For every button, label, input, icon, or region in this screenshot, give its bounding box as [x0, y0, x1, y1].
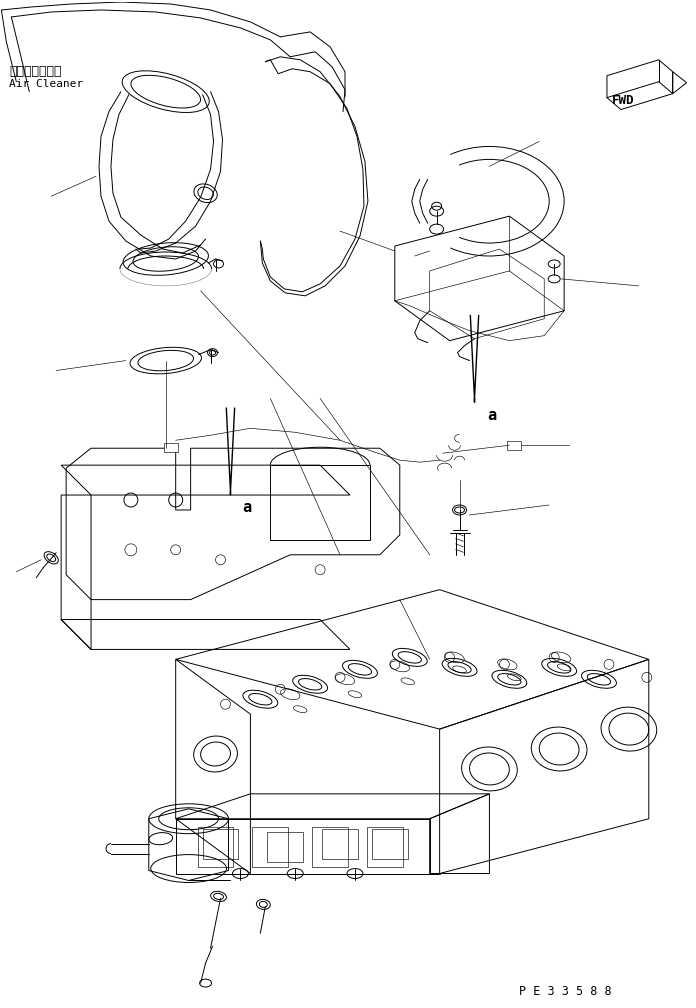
Bar — [267, 832, 303, 862]
Text: Air Cleaner: Air Cleaner — [9, 79, 84, 89]
Text: a: a — [242, 500, 251, 515]
Bar — [372, 829, 408, 859]
Bar — [507, 442, 521, 451]
Text: a: a — [487, 408, 496, 423]
Text: エアークリーナ: エアークリーナ — [9, 65, 62, 78]
Bar — [164, 444, 177, 453]
Text: FWD: FWD — [612, 94, 635, 107]
Text: P E 3 3 5 8 8: P E 3 3 5 8 8 — [519, 985, 612, 998]
Bar — [322, 829, 358, 859]
Bar — [203, 829, 239, 859]
